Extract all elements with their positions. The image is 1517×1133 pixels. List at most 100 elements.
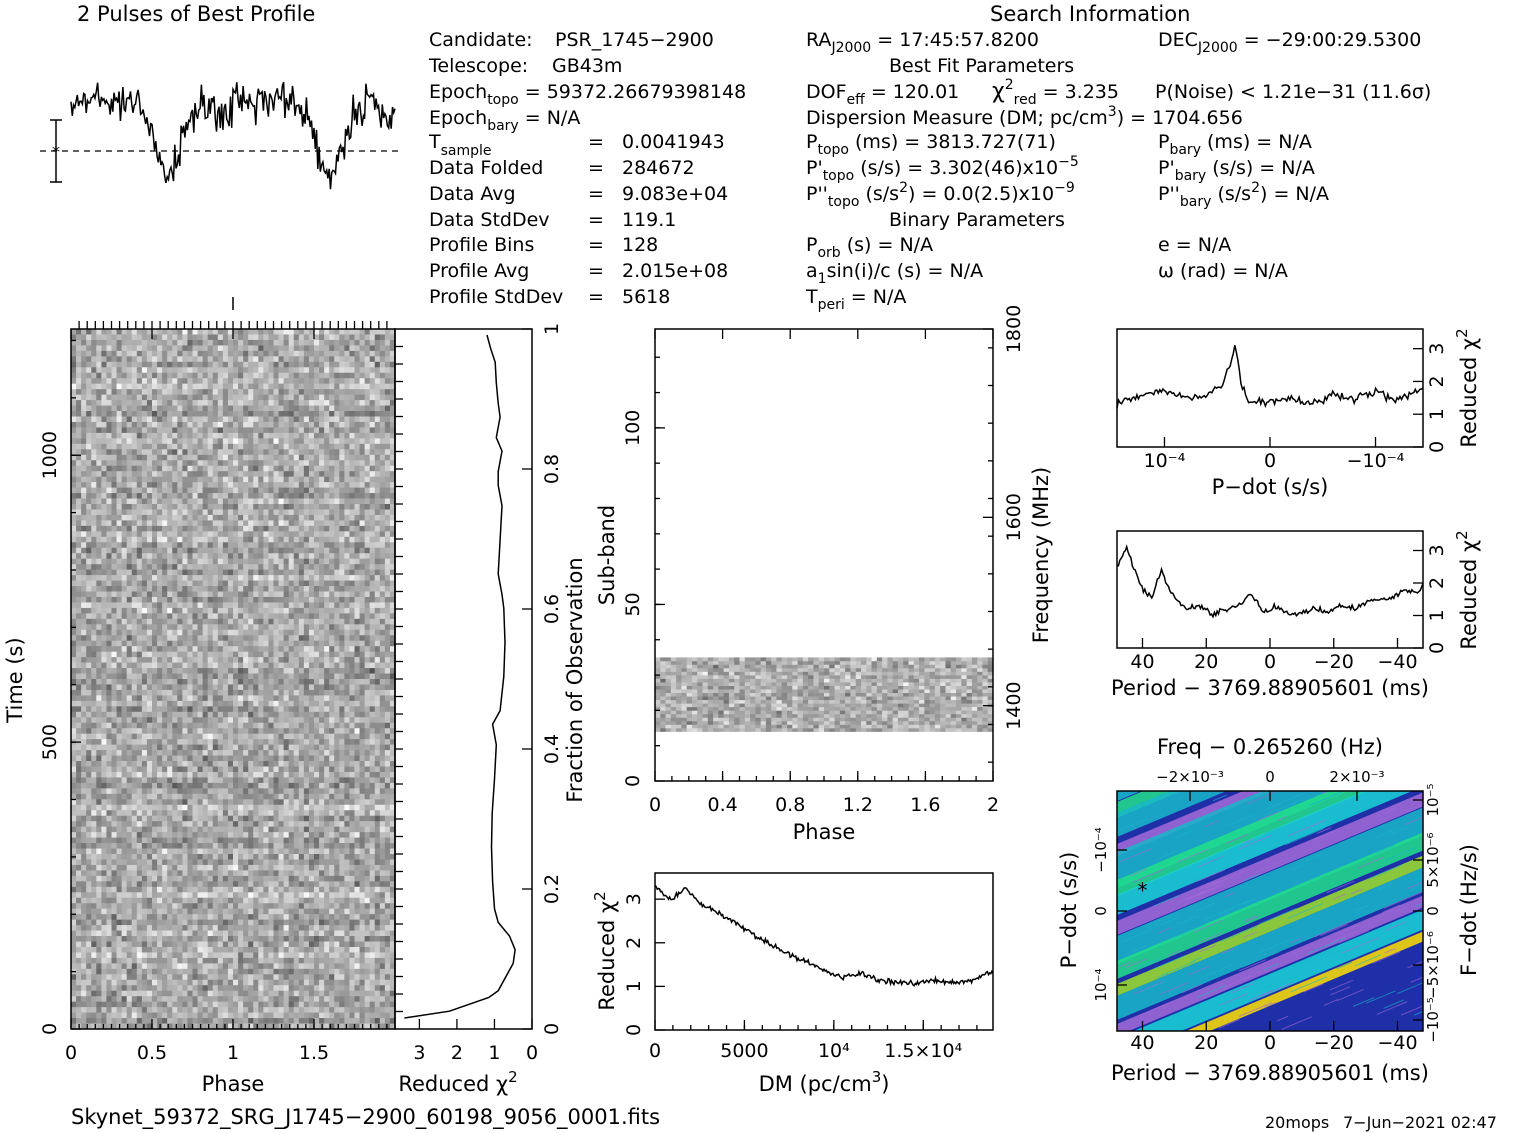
time-phase-cell (76, 591, 82, 598)
time-phase-cell (152, 482, 158, 488)
tsample-value: 0.0041943 (622, 131, 725, 153)
time-phase-cell (212, 722, 219, 729)
time-phase-cell (233, 684, 239, 691)
time-phase-cell (76, 465, 82, 472)
time-phase-cell (136, 454, 143, 461)
time-phase-cell (339, 329, 345, 335)
time-phase-cell (278, 613, 285, 620)
time-phase-cell (227, 504, 234, 510)
time-phase-cell (182, 629, 188, 636)
time-phase-cell (227, 394, 234, 401)
time-phase-cell (344, 558, 350, 565)
time-phase-cell (217, 416, 224, 423)
time-phase-cell (278, 372, 285, 379)
time-phase-cell (319, 657, 325, 663)
time-phase-cell (91, 640, 97, 647)
time-phase-cell (207, 668, 214, 674)
time-phase-cell (369, 460, 376, 467)
time-phase-cell (384, 405, 391, 412)
time-phase-cell (96, 493, 102, 499)
time-phase-cell (283, 596, 290, 603)
time-phase-cell (207, 624, 214, 631)
time-phase-cell (258, 673, 264, 680)
time-phase-cell (167, 509, 173, 516)
time-phase-cell (81, 728, 87, 735)
time-phase-cell (298, 454, 305, 461)
time-phase-cell (308, 378, 315, 385)
time-phase-cell (288, 438, 295, 445)
time-phase-cell (354, 400, 360, 406)
time-phase-cell (283, 421, 290, 428)
time-phase-cell (207, 400, 214, 406)
time-phase-cell (152, 728, 158, 735)
time-phase-cell (197, 405, 204, 412)
time-phase-cell (354, 679, 360, 685)
time-phase-cell (389, 378, 395, 385)
time-phase-cell (212, 580, 219, 587)
time-phase-cell (136, 525, 143, 532)
time-phase-cell (197, 596, 204, 603)
time-phase-cell (136, 607, 143, 614)
time-phase-cell (344, 553, 350, 560)
time-phase-cell (334, 586, 340, 592)
time-phase-cell (379, 646, 386, 653)
time-phase-cell (157, 514, 163, 521)
time-phase-cell (339, 591, 345, 598)
time-phase-cell (329, 411, 335, 417)
time-phase-cell (111, 706, 117, 713)
time-phase-cell (354, 432, 360, 439)
time-phase-cell (293, 389, 300, 396)
time-phase-cell (243, 717, 249, 724)
time-phase-cell (349, 449, 355, 456)
time-phase-cell (293, 706, 300, 713)
time-phase-cell (217, 635, 224, 642)
time-phase-cell (268, 460, 274, 467)
time-phase-cell (146, 372, 153, 379)
time-phase-cell (172, 465, 178, 472)
time-phase-cell (384, 378, 391, 385)
time-phase-cell (76, 432, 82, 439)
time-phase-cell (192, 394, 198, 401)
time-phase-cell (222, 668, 229, 674)
time-phase-cell (96, 635, 102, 642)
time-phase-cell (354, 564, 360, 571)
time-phase-cell (162, 684, 168, 691)
time-phase-cell (349, 668, 355, 674)
time-phase-cell (329, 733, 335, 740)
time-phase-cell (344, 569, 350, 576)
time-phase-cell (212, 454, 219, 461)
time-phase-cell (283, 575, 290, 581)
time-phase-cell (197, 504, 204, 510)
time-phase-cell (268, 558, 274, 565)
time-phase-cell (212, 443, 219, 450)
time-phase-cell (157, 640, 163, 647)
time-phase-cell (217, 383, 224, 390)
time-phase-cell (308, 564, 315, 571)
time-phase-cell (263, 618, 269, 625)
time-phase-cell (202, 733, 209, 740)
time-phase-cell (217, 411, 224, 417)
time-phase-cell (359, 564, 366, 571)
time-phase-cell (187, 509, 193, 516)
time-phase-cell (329, 438, 335, 445)
time-phase-cell (182, 613, 188, 620)
time-phase-cell (136, 460, 143, 467)
time-phase-cell (202, 602, 209, 609)
time-phase-cell (202, 367, 209, 374)
time-phase-cell (101, 662, 107, 669)
time-phase-cell (384, 695, 391, 702)
time-phase-cell (217, 389, 224, 396)
a1sini-value: sin(i)/c (s) = N/A (827, 260, 984, 282)
time-phase-cell (81, 722, 87, 729)
time-phase-cell (283, 662, 290, 669)
time-phase-cell (334, 706, 340, 713)
time-phase-cell (217, 514, 224, 521)
time-phase-cell (324, 591, 330, 598)
time-phase-cell (71, 350, 77, 357)
time-phase-cell (334, 695, 340, 702)
time-phase-cell (319, 400, 325, 406)
time-phase-cell (308, 668, 315, 674)
time-phase-cell (167, 394, 173, 401)
time-phase-cell (389, 487, 395, 494)
